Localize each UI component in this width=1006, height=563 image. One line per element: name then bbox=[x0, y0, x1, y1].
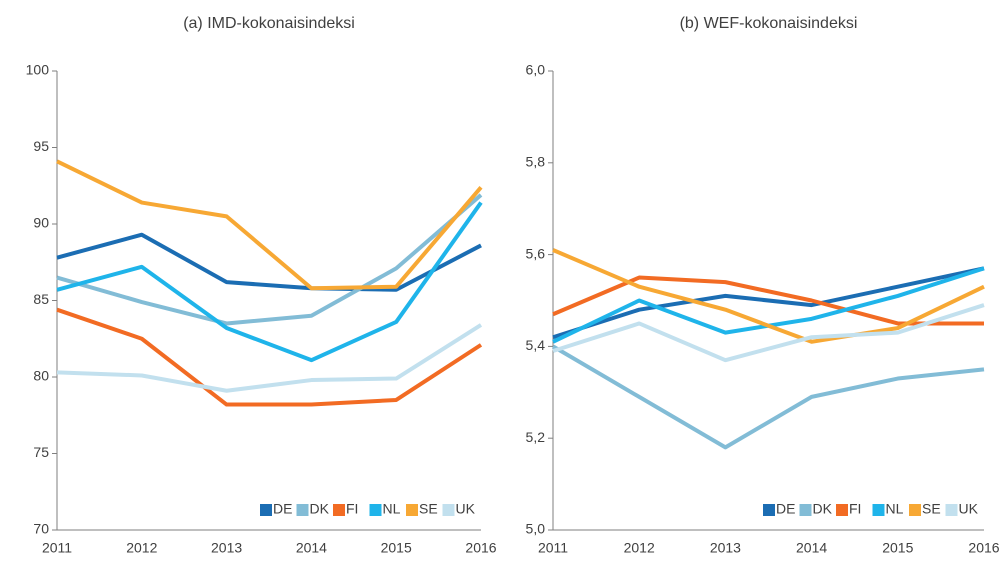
x-tick-label: 2016 bbox=[968, 540, 999, 556]
legend-swatch bbox=[369, 504, 382, 516]
series-line bbox=[56, 307, 483, 407]
legend-swatch bbox=[909, 504, 921, 516]
legend-label: UK bbox=[959, 501, 979, 517]
y-tick-label: 5,4 bbox=[526, 337, 546, 353]
legend-label: NL bbox=[383, 501, 401, 517]
series-line bbox=[56, 323, 483, 393]
legend-label: NL bbox=[886, 501, 904, 517]
legend-label: UK bbox=[456, 501, 476, 517]
x-tick-label: 2014 bbox=[796, 540, 827, 556]
x-tick-label: 2011 bbox=[42, 540, 72, 556]
legend-label: DK bbox=[310, 501, 330, 517]
legend-swatch bbox=[333, 504, 345, 516]
x-tick-label: 2011 bbox=[538, 540, 568, 556]
series-line bbox=[552, 303, 985, 363]
y-tick-label: 5,6 bbox=[526, 245, 546, 261]
legend-swatch bbox=[872, 504, 885, 516]
y-tick-label: 5,2 bbox=[526, 429, 546, 445]
legend-swatch bbox=[442, 504, 455, 516]
series-line bbox=[551, 344, 985, 450]
legend-swatch bbox=[406, 504, 418, 516]
x-tick-label: 2016 bbox=[465, 540, 496, 556]
legend-label: SE bbox=[922, 501, 941, 517]
legend-swatch bbox=[799, 504, 812, 516]
x-tick-label: 2015 bbox=[882, 540, 913, 556]
x-tick-label: 2013 bbox=[211, 540, 242, 556]
y-tick-label: 95 bbox=[33, 138, 49, 154]
x-tick-label: 2012 bbox=[126, 540, 157, 556]
y-tick-label: 70 bbox=[33, 521, 49, 537]
legend-label: DK bbox=[813, 501, 833, 517]
legend-label: DE bbox=[273, 501, 292, 517]
y-tick-label: 5,0 bbox=[526, 521, 546, 537]
y-tick-label: 75 bbox=[33, 444, 49, 460]
x-tick-label: 2015 bbox=[381, 540, 412, 556]
legend-swatch bbox=[836, 504, 848, 516]
x-tick-label: 2014 bbox=[296, 540, 327, 556]
y-tick-label: 85 bbox=[33, 291, 49, 307]
series-line bbox=[552, 248, 985, 344]
series-line bbox=[56, 232, 482, 292]
y-tick-label: 5,8 bbox=[526, 154, 546, 170]
y-tick-label: 80 bbox=[33, 368, 49, 384]
y-tick-label: 100 bbox=[26, 62, 50, 78]
y-tick-label: 90 bbox=[33, 215, 49, 231]
legend-swatch bbox=[763, 504, 775, 516]
x-tick-label: 2012 bbox=[624, 540, 655, 556]
legend-label: SE bbox=[419, 501, 438, 517]
y-tick-label: 6,0 bbox=[526, 62, 546, 78]
x-tick-label: 2013 bbox=[710, 540, 741, 556]
legend-swatch bbox=[260, 504, 272, 516]
legend-swatch bbox=[296, 504, 309, 516]
series-line bbox=[56, 193, 483, 326]
legend-swatch bbox=[945, 504, 958, 516]
series-line bbox=[56, 159, 483, 291]
legend-label: DE bbox=[776, 501, 795, 517]
chart-title: (b) WEF-kokonaisindeksi bbox=[680, 15, 858, 32]
series-line bbox=[552, 266, 985, 340]
legend-label: FI bbox=[849, 501, 861, 517]
chart-title: (a) IMD-kokonaisindeksi bbox=[183, 15, 355, 32]
series-line bbox=[552, 275, 984, 326]
series-line bbox=[56, 201, 483, 363]
legend-label: FI bbox=[346, 501, 358, 517]
